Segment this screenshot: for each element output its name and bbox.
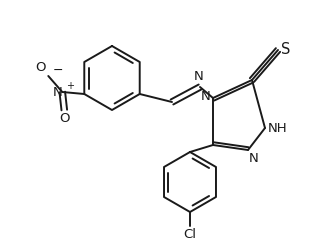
Text: N: N [201, 91, 211, 104]
Text: N: N [52, 85, 62, 98]
Text: Cl: Cl [183, 228, 197, 241]
Text: +: + [66, 81, 74, 91]
Text: O: O [59, 112, 70, 125]
Text: N: N [249, 152, 259, 165]
Text: N: N [194, 70, 204, 83]
Text: S: S [281, 41, 290, 56]
Text: −: − [52, 63, 63, 76]
Text: O: O [35, 61, 45, 74]
Text: NH: NH [268, 121, 287, 135]
